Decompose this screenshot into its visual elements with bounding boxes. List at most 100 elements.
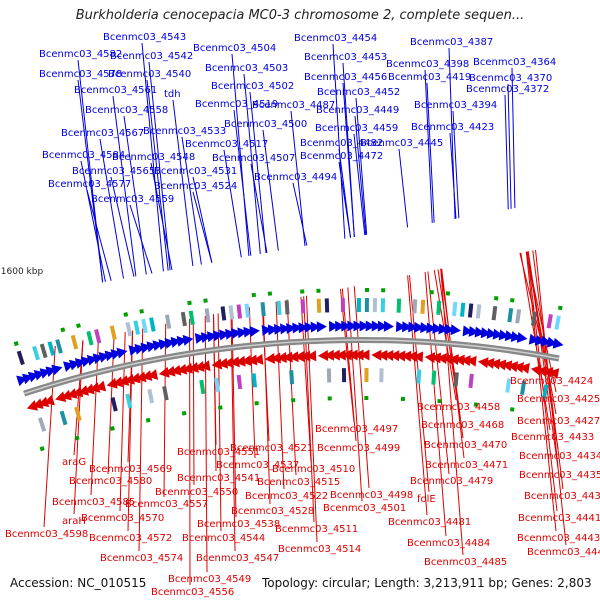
forward-gene-label[interactable]: Bcenmc03_4494 — [254, 172, 337, 183]
forward-gene-label[interactable]: Bcenmc03_4577 — [48, 179, 131, 190]
reverse-gene-label[interactable]: Bcenmc03_4427 — [517, 416, 600, 427]
reverse-gene-label[interactable]: Bcenmc03_4468 — [421, 420, 504, 431]
forward-gene-label[interactable]: Bcenmc03_4449 — [316, 105, 399, 116]
forward-gene-label[interactable]: Bcenmc03_4500 — [224, 119, 307, 130]
reverse-gene-label[interactable]: Bcenmc03_4433 — [511, 432, 594, 443]
reverse-gene-label[interactable]: Bcenmc03_4549 — [168, 574, 251, 585]
reverse-gene-label[interactable]: Bcenmc03_4424 — [510, 376, 593, 387]
reverse-gene-label[interactable]: Bcenmc03_4551 — [177, 447, 260, 458]
forward-gene-label[interactable]: Bcenmc03_4398 — [386, 59, 469, 70]
forward-gene-label[interactable]: Bcenmc03_4423 — [411, 122, 494, 133]
forward-gene-label[interactable]: Bcenmc03_4559 — [91, 194, 174, 205]
reverse-gene-label[interactable]: Bcenmc03_4501 — [323, 503, 406, 514]
leader-line — [73, 340, 84, 515]
leader-line — [43, 345, 56, 528]
reverse-gene-label[interactable]: Bcenmc03_4481 — [388, 517, 471, 528]
reverse-gene-label[interactable]: Bcenmc03_4498 — [330, 490, 413, 501]
reverse-gene-label[interactable]: Bcenmc03_4425 — [517, 394, 600, 405]
forward-gene-label[interactable]: Bcenmc03_4364 — [473, 57, 556, 68]
forward-gene-label[interactable]: Bcenmc03_4454 — [294, 33, 377, 44]
forward-gene-label[interactable]: Bcenmc03_4582 — [39, 49, 122, 60]
reverse-gene-label[interactable]: Bcenmc03_4572 — [89, 533, 172, 544]
reverse-gene-label[interactable]: Bcenmc03_4556 — [151, 587, 234, 598]
reverse-gene-label[interactable]: Bcenmc03_4485 — [424, 557, 507, 568]
forward-gene-arrow — [408, 321, 419, 333]
reverse-gene-label[interactable]: Bcenmc03_4537 — [216, 460, 299, 471]
reverse-gene-label[interactable]: Bcenmc03_4514 — [278, 544, 361, 555]
forward-gene-label[interactable]: Bcenmc03_4543 — [103, 32, 186, 43]
forward-gene-label[interactable]: Bcenmc03_4387 — [410, 37, 493, 48]
forward-gene-label[interactable]: Bcenmc03_4578 — [39, 69, 122, 80]
forward-gene-label[interactable]: Bcenmc03_4504 — [193, 43, 276, 54]
reverse-gene-label[interactable]: Bcenmc03_4497 — [315, 424, 398, 435]
reverse-gene-label[interactable]: Bcenmc03_4557 — [125, 499, 208, 510]
reverse-gene-label[interactable]: Bcenmc03_4511 — [275, 524, 358, 535]
forward-gene-label[interactable]: Bcenmc03_4419 — [388, 72, 471, 83]
forward-gene-label[interactable]: Bcenmc03_4540 — [108, 69, 191, 80]
feature-block — [55, 339, 63, 354]
reverse-gene-label[interactable]: Bcenmc03_4570 — [81, 513, 164, 524]
reverse-gene-label[interactable]: Bcenmc03_4538 — [197, 519, 280, 530]
reverse-gene-label[interactable]: araG — [62, 457, 86, 468]
reverse-gene-label[interactable]: Bcenmc03_4443 — [517, 533, 600, 544]
reverse-gene-label[interactable]: Bcenmc03_4499 — [317, 443, 400, 454]
reverse-gene-label[interactable]: Bcenmc03_4470 — [424, 440, 507, 451]
reverse-gene-label[interactable]: araH — [62, 516, 86, 527]
reverse-gene-label[interactable]: Bcenmc03_4435 — [519, 470, 600, 481]
forward-gene-label[interactable]: Bcenmc03_4507 — [212, 153, 295, 164]
reverse-gene-arrow — [270, 352, 281, 364]
forward-gene-label[interactable]: Bcenmc03_4487 — [252, 100, 335, 111]
reverse-gene-label[interactable]: Bcenmc03_4441 — [518, 513, 600, 524]
reverse-gene-label[interactable]: Bcenmc03_4479 — [410, 476, 493, 487]
forward-gene-label[interactable]: Bcenmc03_4519 — [195, 99, 278, 110]
forward-gene-label[interactable]: Bcenmc03_4565 — [72, 166, 155, 177]
reverse-gene-label[interactable]: Bcenmc03_4580 — [69, 476, 152, 487]
reverse-gene-label[interactable]: Bcenmc03_4471 — [425, 460, 508, 471]
forward-gene-label[interactable]: Bcenmc03_4394 — [414, 100, 497, 111]
reverse-gene-label[interactable]: Bcenmc03_4521 — [230, 443, 313, 454]
feature-block — [316, 288, 321, 293]
forward-gene-label[interactable]: Bcenmc03_4482 — [300, 138, 383, 149]
forward-gene-label[interactable]: Bcenmc03_4561 — [74, 85, 157, 96]
reverse-gene-label[interactable]: Bcenmc03_4515 — [257, 477, 340, 488]
forward-gene-label[interactable]: Bcenmc03_4502 — [211, 81, 294, 92]
reverse-gene-label[interactable]: Bcenmc03_4484 — [407, 538, 490, 549]
feature-block — [452, 301, 458, 317]
forward-gene-label[interactable]: Bcenmc03_4472 — [300, 151, 383, 162]
reverse-gene-arrow — [43, 394, 55, 406]
forward-gene-label[interactable]: Bcenmc03_4517 — [185, 139, 268, 150]
forward-gene-label[interactable]: Bcenmc03_4445 — [360, 138, 443, 149]
reverse-gene-label[interactable]: Bcenmc03_4458 — [417, 402, 500, 413]
forward-gene-label[interactable]: Bcenmc03_4453 — [304, 52, 387, 63]
forward-gene-label[interactable]: Bcenmc03_4533 — [143, 126, 226, 137]
forward-gene-label[interactable]: Bcenmc03_4452 — [317, 87, 400, 98]
forward-gene-label[interactable]: Bcenmc03_4558 — [85, 105, 168, 116]
reverse-gene-label[interactable]: Bcenmc03_4447 — [527, 547, 600, 558]
reverse-gene-label[interactable]: Bcenmc03_4547 — [196, 553, 279, 564]
reverse-gene-label[interactable]: folE — [417, 494, 436, 505]
reverse-gene-label[interactable]: Bcenmc03_4437 — [524, 491, 600, 502]
reverse-gene-label[interactable]: Bcenmc03_4585 — [52, 497, 135, 508]
forward-gene-label[interactable]: Bcenmc03_4567 — [61, 128, 144, 139]
forward-gene-label[interactable]: tdh — [164, 89, 181, 100]
reverse-gene-label[interactable]: Bcenmc03_4569 — [89, 464, 172, 475]
forward-gene-label[interactable]: Bcenmc03_4548 — [112, 152, 195, 163]
reverse-gene-label[interactable]: Bcenmc03_4574 — [100, 553, 183, 564]
reverse-gene-label[interactable]: Bcenmc03_4544 — [182, 533, 265, 544]
forward-gene-label[interactable]: Bcenmc03_4459 — [315, 123, 398, 134]
reverse-gene-label[interactable]: Bcenmc03_4522 — [245, 491, 328, 502]
forward-gene-label[interactable]: Bcenmc03_4372 — [466, 84, 549, 95]
forward-gene-label[interactable]: Bcenmc03_4524 — [154, 181, 237, 192]
reverse-gene-label[interactable]: Bcenmc03_4510 — [272, 464, 355, 475]
forward-gene-label[interactable]: Bcenmc03_4584 — [42, 150, 125, 161]
forward-gene-label[interactable]: Bcenmc03_4503 — [205, 63, 288, 74]
reverse-gene-label[interactable]: Bcenmc03_4598 — [5, 529, 88, 540]
forward-gene-label[interactable]: Bcenmc03_4531 — [154, 166, 237, 177]
reverse-gene-label[interactable]: Bcenmc03_4528 — [231, 506, 314, 517]
forward-gene-label[interactable]: Bcenmc03_4542 — [110, 51, 193, 62]
reverse-gene-label[interactable]: Bcenmc03_4434 — [519, 451, 600, 462]
forward-gene-label[interactable]: Bcenmc03_4456 — [304, 72, 387, 83]
reverse-gene-label[interactable]: Bcenmc03_4550 — [155, 487, 238, 498]
reverse-gene-label[interactable]: Bcenmc03_4541 — [177, 473, 260, 484]
forward-gene-label[interactable]: Bcenmc03_4370 — [469, 73, 552, 84]
